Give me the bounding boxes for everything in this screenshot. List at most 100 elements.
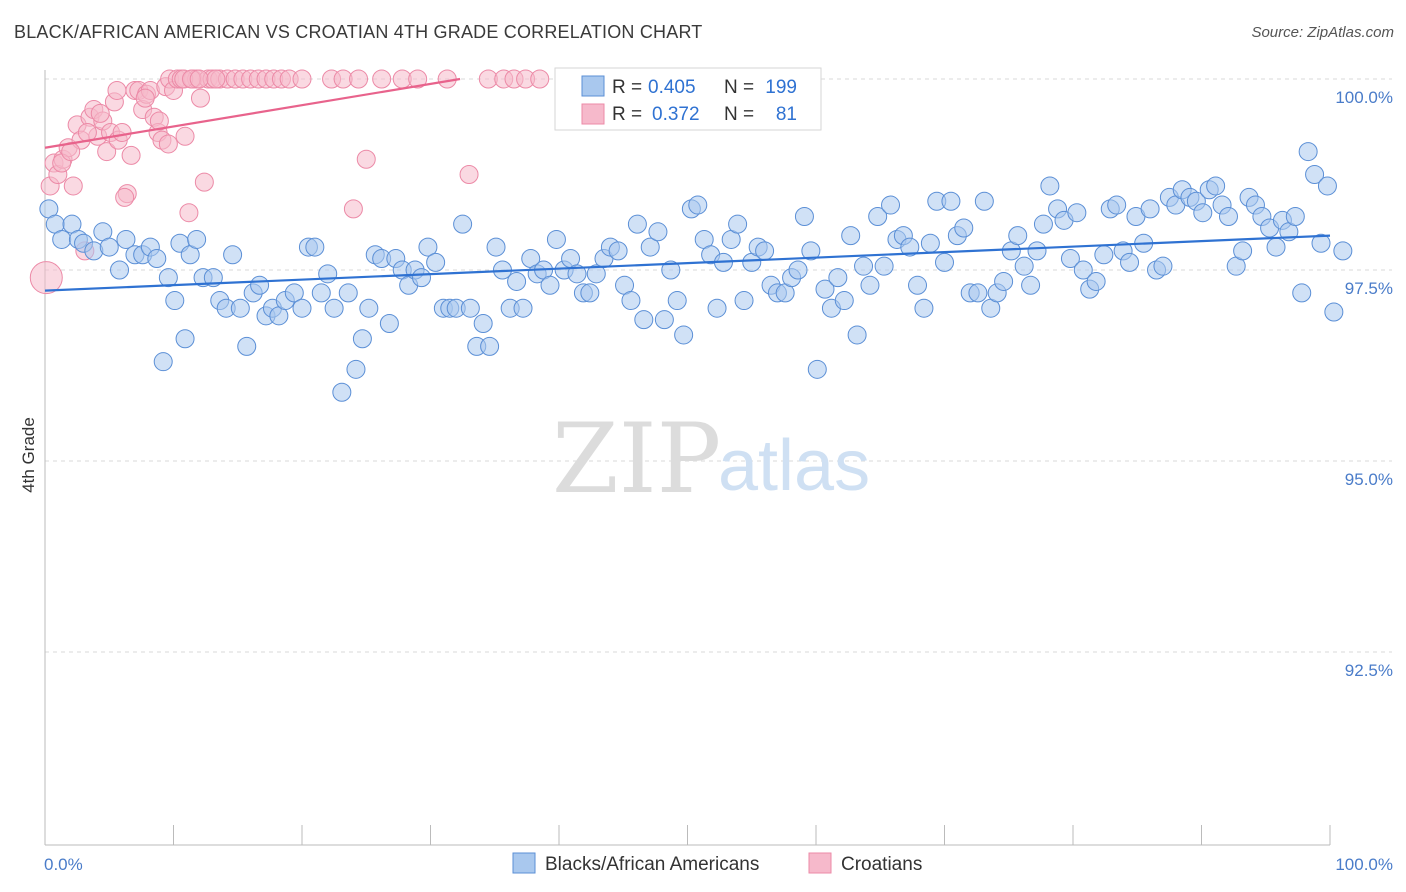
watermark-atlas: atlas — [718, 426, 870, 506]
blacks-point-98 — [707, 298, 727, 318]
x-ticks — [44, 825, 1331, 845]
croatians-point-60 — [408, 69, 428, 89]
blacks-point-152 — [1067, 203, 1087, 223]
legend-n-label-blue: N = — [724, 77, 754, 98]
blacks-point-8 — [99, 237, 119, 257]
blacks-point-64 — [480, 336, 500, 356]
blacks-point-35 — [284, 283, 304, 303]
blacks-point-128 — [908, 275, 928, 295]
blacks-point-65 — [486, 237, 506, 257]
blacks-point-186 — [1292, 283, 1312, 303]
blacks-point-92 — [667, 291, 687, 311]
blacks-point-122 — [868, 207, 888, 227]
y-tick-labels: 100.0% 97.5% 95.0% 92.5% — [1335, 88, 1393, 680]
stats-legend: R = 0.405 N = 199 R = 0.372 N = 81 — [554, 67, 822, 131]
croatians-point-38 — [190, 88, 210, 108]
blacks-point-177 — [1233, 241, 1253, 261]
blacks-point-88 — [640, 237, 660, 257]
blacks-point-155 — [1086, 271, 1106, 291]
blacks-point-79 — [580, 283, 600, 303]
blacks-point-55 — [418, 237, 438, 257]
blacks-point-60 — [453, 214, 473, 234]
blacks-point-43 — [338, 283, 358, 303]
croatians-point-56 — [349, 69, 369, 89]
blacks-point-14 — [147, 249, 167, 269]
blacks-point-39 — [311, 283, 331, 303]
croatians-point-20 — [121, 145, 141, 165]
legend-swatch-blue — [581, 75, 605, 97]
blacks-point-132 — [935, 252, 954, 272]
blacks-point-83 — [608, 241, 628, 261]
blacks-point-127 — [900, 237, 920, 257]
x-tick-label-min: 0.0% — [44, 855, 83, 874]
blacks-point-144 — [1014, 256, 1034, 276]
blacks-point-77 — [567, 264, 587, 284]
blacks-point-119 — [847, 325, 867, 345]
blacks-point-16 — [158, 268, 178, 288]
series-legend-label-pink: Croatians — [841, 854, 922, 875]
series-legend-label-blue: Blacks/African Americans — [545, 854, 759, 875]
blacks-point-165 — [1153, 256, 1173, 276]
watermark-zip: ZIP — [552, 403, 721, 515]
blacks-point-26 — [223, 245, 243, 265]
legend-r-value-pink: 0.372 — [652, 104, 700, 125]
blacks-points — [39, 142, 1353, 402]
blacks-point-189 — [1311, 233, 1331, 253]
legend-n-label-pink: N = — [724, 104, 754, 125]
blacks-point-145 — [1021, 275, 1041, 295]
blacks-point-40 — [318, 264, 338, 284]
blacks-point-73 — [540, 275, 560, 295]
croatians-points — [29, 69, 550, 295]
blacks-point-45 — [352, 329, 372, 349]
blacks-point-2 — [52, 229, 72, 249]
blacks-point-19 — [175, 329, 195, 349]
blacks-point-111 — [794, 207, 814, 227]
croatians-trendline — [44, 77, 461, 149]
blacks-point-27 — [230, 298, 250, 318]
blacks-point-87 — [634, 310, 654, 330]
croatians-point-39 — [194, 172, 214, 192]
blacks-point-15 — [153, 352, 173, 372]
croatians-point-35 — [179, 203, 199, 223]
croatians-point-62 — [459, 165, 479, 184]
croatians-point-58 — [372, 69, 392, 89]
blacks-point-191 — [1324, 302, 1344, 322]
croatians-point-80 — [206, 69, 226, 89]
legend-swatch-pink — [581, 103, 605, 125]
blacks-point-135 — [954, 218, 974, 238]
croatians-point-18 — [112, 122, 132, 142]
croatians-point-57 — [356, 149, 376, 169]
blacks-point-101 — [728, 214, 748, 234]
blacks-point-69 — [513, 298, 533, 318]
blacks-point-110 — [788, 260, 808, 280]
blacks-point-56 — [426, 252, 446, 272]
series-legend-swatch-blue — [512, 852, 536, 874]
blacks-point-17 — [165, 291, 185, 311]
blacks-point-130 — [920, 233, 940, 253]
blacks-point-175 — [1218, 207, 1238, 227]
blacks-point-63 — [473, 313, 493, 333]
blacks-point-85 — [621, 291, 641, 311]
blacks-point-91 — [661, 260, 681, 280]
blacks-point-95 — [688, 195, 708, 215]
legend-n-value-pink: 81 — [776, 104, 797, 125]
blacks-point-143 — [1008, 226, 1028, 246]
croatians-point-52 — [292, 69, 312, 89]
blacks-point-120 — [854, 256, 874, 276]
blacks-point-9 — [110, 260, 130, 280]
blacks-point-148 — [1040, 176, 1060, 196]
legend-r-label-blue: R = — [612, 77, 642, 98]
blacks-point-114 — [815, 279, 835, 299]
blacks-point-21 — [187, 229, 207, 249]
blacks-point-112 — [801, 241, 821, 261]
croatians-point-34 — [175, 126, 195, 146]
blacks-point-151 — [1060, 249, 1080, 269]
blacks-point-80 — [586, 264, 606, 284]
blacks-point-187 — [1298, 142, 1318, 162]
blacks-point-121 — [860, 275, 880, 295]
blacks-point-42 — [332, 382, 352, 402]
blacks-point-30 — [250, 275, 270, 295]
blacks-point-192 — [1333, 241, 1353, 261]
trendlines — [44, 77, 1331, 292]
